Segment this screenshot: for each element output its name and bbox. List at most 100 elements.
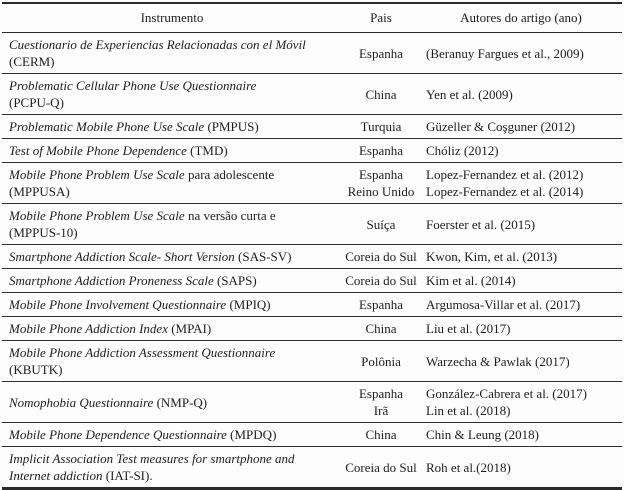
country-line: Suíça (366, 216, 396, 232)
authors-cell: Liu et al. (2017) (420, 316, 622, 341)
instrument-cell: Mobile Phone Involvement Questionnaire (… (2, 292, 342, 317)
instrument-name-segment: Nomophobia Questionnaire (9, 394, 154, 410)
author-line: Kwon, Kim, et al. (2013) (426, 249, 558, 264)
country-line: China (365, 321, 397, 336)
instrument-cell: Cuestionario de Experiencias Relacionada… (2, 32, 342, 74)
instrument-plain-segment: (MPIQ) (226, 297, 271, 312)
country-line: Coreia do Sul (345, 459, 417, 475)
country-cell: Espanha (342, 138, 420, 163)
country-line: Turquia (360, 119, 402, 134)
instrument-line: (PCPU-Q) (9, 94, 338, 111)
table-row: Nomophobia Questionnaire (NMP-Q) Espanha I… (2, 381, 622, 423)
country-line: China (365, 427, 397, 442)
instrument-plain-segment: (PCPU-Q) (9, 95, 64, 110)
author-line: Yen et al. (2009) (426, 86, 513, 102)
instrument-name-segment: Test of Mobile Phone Dependence (9, 143, 187, 158)
author-line: Chóliz (2012) (426, 143, 499, 158)
instrument-name-segment: Problematic Cellular Phone Use Questionn… (9, 78, 257, 93)
instrument-line: Problematic Cellular Phone Use Questionn… (9, 77, 338, 94)
author-line: González-Cabrera et al. (2017) (426, 386, 587, 401)
instrument-line: Mobile Phone Addiction Index (MPAI) (9, 320, 338, 337)
table-row: Test of Mobile Phone Dependence (TMD) Esp… (2, 138, 622, 163)
country-cell: Coreia do Sul (342, 268, 420, 293)
instrument-name-segment: Smartphone Addiction Scale- Short Versio… (9, 249, 235, 264)
authors-cell: (Beranuy Fargues et al., 2009) (420, 32, 622, 74)
instrument-plain-segment: (NMP-Q) (153, 394, 208, 410)
author-line: Kim et al. (2014) (426, 273, 516, 288)
country-cell: China (342, 73, 420, 115)
country-cell: Espanha (342, 32, 420, 74)
instrument-plain-segment: (IAT-SI). (102, 468, 153, 483)
instrument-cell: Smartphone Addiction Scale- Short Versio… (2, 244, 342, 269)
authors-cell: Chóliz (2012) (420, 138, 622, 163)
instrument-plain-segment: (MPAI) (167, 321, 212, 336)
instrument-line: Problematic Mobile Phone Use Scale (PMPU… (9, 118, 338, 135)
instrument-line: Smartphone Addiction Scale- Short Versio… (9, 248, 338, 265)
authors-cell: Chin & Leung (2018) (420, 422, 622, 447)
instrument-cell: Implicit Association Test measures for s… (2, 446, 342, 489)
instrument-plain-segment: (MPDQ) (226, 427, 277, 442)
author-line: Argumosa-Villar et al. (2017) (426, 297, 581, 312)
instrument-line: Cuestionario de Experiencias Relacionada… (9, 36, 338, 53)
authors-cell: Güzeller & Coşguner (2012) (420, 114, 622, 139)
instrument-name-segment: Mobile Phone Addiction Assessment Questi… (9, 345, 276, 360)
instrument-name-segment: Implicit Association Test measures for s… (9, 451, 295, 466)
instrument-cell: Mobile Phone Dependence Questionnaire (M… (2, 422, 342, 447)
author-line: Warzecha & Pawlak (2017) (426, 353, 570, 369)
column-header-instrumento: Instrumento (2, 3, 342, 33)
author-line: Lin et al. (2018) (426, 403, 511, 418)
instrument-cell: Test of Mobile Phone Dependence (TMD) (2, 138, 342, 163)
table-row: Problematic Mobile Phone Use Scale (PMPU… (2, 114, 622, 139)
authors-cell: González-Cabrera et al. (2017) Lin et al.… (420, 381, 622, 423)
instrument-line: Mobile Phone Dependence Questionnaire (M… (9, 426, 338, 443)
instrument-cell: Smartphone Addiction Proneness Scale (SA… (2, 268, 342, 293)
country-cell: China (342, 422, 420, 447)
country-line: China (365, 86, 397, 102)
instrument-cell: Problematic Cellular Phone Use Questionn… (2, 73, 342, 115)
country-line: Espanha (358, 143, 404, 158)
instrument-plain-segment: (TMD) (186, 143, 228, 158)
table-body: Cuestionario de Experiencias Relacionada… (2, 32, 622, 489)
country-cell: Espanha (342, 292, 420, 317)
table-row: Problematic Cellular Phone Use Questionn… (2, 73, 622, 115)
instrument-line: Mobile Phone Problem Use Scale para adol… (9, 166, 338, 183)
instrument-plain-segment: (PMPUS) (204, 119, 259, 134)
instrument-name-segment: Cuestionario de Experiencias Relacionada… (9, 37, 306, 52)
instrument-line: Implicit Association Test measures for s… (9, 450, 338, 467)
table-row: Implicit Association Test measures for s… (2, 446, 622, 489)
instrument-line: Smartphone Addiction Proneness Scale (SA… (9, 272, 338, 289)
instrument-cell: Mobile Phone Addiction Index (MPAI) (2, 316, 342, 341)
authors-cell: Argumosa-Villar et al. (2017) (420, 292, 622, 317)
table-row: Mobile Phone Addiction Assessment Questi… (2, 340, 622, 382)
country-cell: China (342, 316, 420, 341)
instrument-line: Test of Mobile Phone Dependence (TMD) (9, 142, 338, 159)
instrument-plain-segment: (SAS-SV) (234, 249, 292, 264)
instrument-name-segment: Smartphone Addiction Proneness Scale (9, 273, 214, 288)
author-line: Lopez-Fernandez et al. (2014) (426, 184, 584, 199)
table-row: Mobile Phone Problem Use Scale para adol… (2, 162, 622, 204)
author-line: Roh et al.(2018) (426, 459, 511, 475)
instrument-line: (KBUTK) (9, 361, 338, 378)
country-cell: Polônia (342, 340, 420, 382)
instrument-line: (MPPUSA) (9, 183, 338, 200)
instrument-line: Internet addiction (IAT-SI). (9, 467, 338, 484)
instrument-name-segment: Problematic Mobile Phone Use Scale (9, 119, 205, 134)
instrument-name-segment: Mobile Phone Involvement Questionnaire (9, 297, 227, 312)
table-row: Smartphone Addiction Scale- Short Versio… (2, 244, 622, 269)
country-line: Espanha (358, 45, 404, 61)
column-header-autores: Autores do artigo (ano) (420, 3, 622, 33)
authors-cell: Roh et al.(2018) (420, 446, 622, 489)
country-line: Polônia (361, 353, 401, 369)
country-line: Reino Unido (347, 184, 415, 199)
country-cell: Coreia do Sul (342, 446, 420, 489)
country-cell: Espanha Reino Unido (342, 162, 420, 204)
instrument-line: (CERM) (9, 53, 338, 70)
author-line: (Beranuy Fargues et al., 2009) (426, 45, 584, 61)
table-row: Mobile Phone Dependence Questionnaire (M… (2, 422, 622, 447)
country-line: Coreia do Sul (345, 249, 417, 264)
author-line: Lopez-Fernandez et al. (2012) (426, 167, 584, 182)
authors-cell: Kim et al. (2014) (420, 268, 622, 293)
country-cell: Coreia do Sul (342, 244, 420, 269)
